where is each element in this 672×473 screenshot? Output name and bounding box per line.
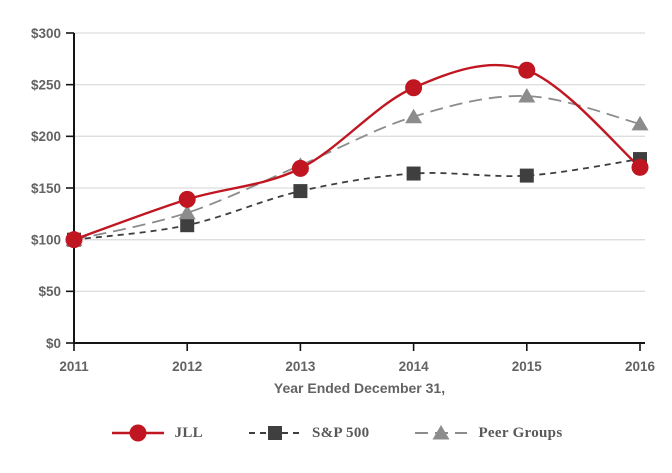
peer-groups-legend-glyph [432,425,450,440]
y-tick-label: $300 [31,26,61,41]
s-p-500-marker [406,166,421,181]
x-axis-title: Year Ended December 31, [273,380,446,396]
line-chart-canvas: $0 $50 $100 $150 $200 $250 $300 2011 2012 2013 201… [31,26,656,374]
jll-marker [178,190,196,208]
y-tick-label: $50 [38,284,61,299]
legend-label: JLL [174,424,203,441]
jll-legend-marker-icon [111,424,164,442]
peer-groups-marker [405,108,423,124]
jll-marker [518,61,536,79]
peer-groups-legend-marker-icon [415,425,468,440]
s-p-500-legend-marker-icon [248,426,301,440]
jll-marker [405,79,423,97]
x-tick-label: 2016 [625,359,656,374]
x-tick-label: 2013 [285,359,316,374]
jll-marker [631,158,649,176]
jll-line [73,63,641,241]
jll-marker [65,231,83,249]
x-tick-label: 2014 [399,359,430,374]
legend-item-peer-groups: Peer Groups [413,420,562,446]
peer-groups-marker [518,88,536,103]
x-tick-label: 2015 [512,359,543,374]
jll-marker [291,159,309,177]
peer-groups-marker [631,115,649,131]
y-tick-label: $100 [31,232,61,247]
s-p-500-line [73,158,641,241]
legend-item-jll: JLL [110,420,203,446]
s-p-500-legend-glyph [267,426,282,440]
legend-item-s-p-500: S&P 500 [247,420,370,446]
s-p-500-marker [180,218,195,233]
y-tick-label: $200 [31,129,61,144]
legend-label: Peer Groups [478,424,563,441]
jll-legend-glyph [129,424,147,442]
y-tick-label: $150 [31,181,61,196]
peer-groups-marker [178,204,196,220]
x-tick-label: 2011 [59,359,89,374]
s-p-500-marker [519,168,534,183]
s-p-500-marker [293,184,308,199]
x-tick-label: 2012 [172,359,202,374]
legend-label: S&P 500 [311,424,370,441]
peer-groups-line [73,95,641,241]
y-tick-label: $0 [46,336,61,351]
chart-legend: JLL S&P 500 Peer Groups [0,420,672,446]
y-tick-label: $250 [31,77,61,92]
